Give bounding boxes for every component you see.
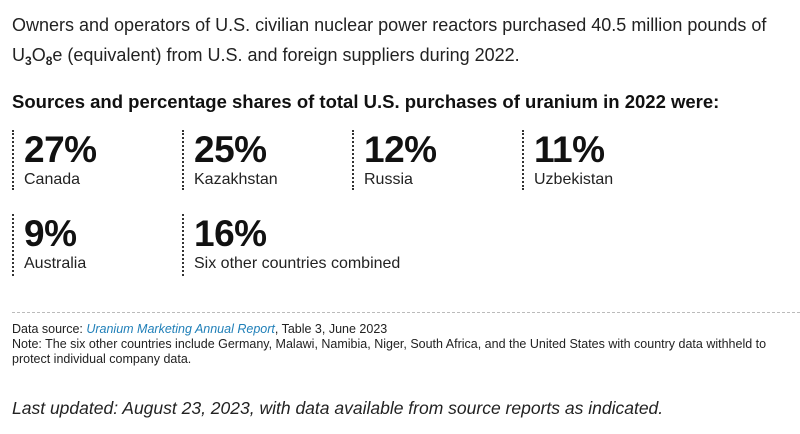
- divider: [12, 312, 800, 313]
- source-note: Note: The six other countries include Ge…: [12, 337, 767, 366]
- section-heading: Sources and percentage shares of total U…: [12, 91, 720, 112]
- stat-label: Kazakhstan: [194, 171, 278, 188]
- stat-uzbekistan: 11% Uzbekistan: [522, 130, 613, 190]
- stat-label: Russia: [364, 171, 413, 188]
- intro-line-1: Owners and operators of U.S. civilian nu…: [12, 15, 767, 35]
- stat-label: Six other countries combined: [194, 255, 401, 272]
- intro-o-symbol: O: [31, 45, 46, 65]
- intro-paragraph: Owners and operators of U.S. civilian nu…: [12, 10, 792, 70]
- stat-label: Uzbekistan: [534, 171, 614, 188]
- source-prefix: Data source:: [12, 322, 87, 336]
- source-report-link[interactable]: Uranium Marketing Annual Report: [86, 322, 275, 336]
- intro-u-symbol: U: [12, 45, 25, 65]
- stat-label: Australia: [24, 255, 87, 272]
- intro-line-2: e (equivalent) from U.S. and foreign sup…: [52, 45, 520, 65]
- source-suffix: , Table 3, June 2023: [274, 322, 388, 336]
- stat-six-other-countries: 16% Six other countries combined: [182, 214, 400, 276]
- intro-o-subscript: 8: [45, 54, 53, 68]
- stat-percent: 27%: [24, 129, 97, 170]
- stat-percent: 9%: [24, 213, 77, 254]
- data-source-block: Data source: Uranium Marketing Annual Re…: [12, 322, 792, 367]
- stat-percent: 12%: [364, 129, 437, 170]
- stat-kazakhstan: 25% Kazakhstan: [182, 130, 278, 190]
- stat-australia: 9% Australia: [12, 214, 86, 276]
- stat-percent: 16%: [194, 213, 267, 254]
- stat-russia: 12% Russia: [352, 130, 437, 190]
- intro-u-subscript: 3: [25, 54, 32, 68]
- last-updated: Last updated: August 23, 2023, with data…: [12, 398, 664, 418]
- stat-percent: 25%: [194, 129, 267, 170]
- stat-label: Canada: [24, 171, 81, 188]
- stat-percent: 11%: [534, 129, 605, 170]
- stat-canada: 27% Canada: [12, 130, 97, 190]
